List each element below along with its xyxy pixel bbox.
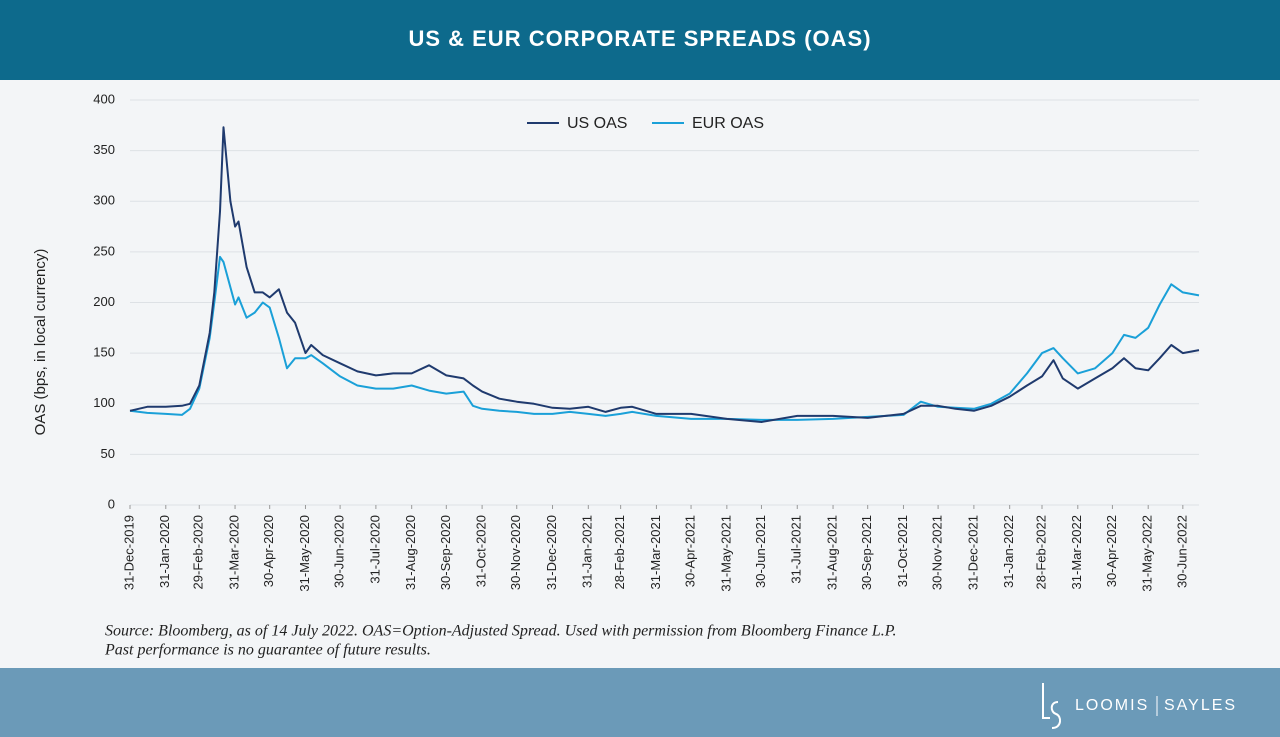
x-tick-label: 30-Apr-2021 [682, 515, 697, 587]
brand-name: LOOMIS [1075, 697, 1149, 714]
x-tick-label: 31-Aug-2020 [403, 515, 418, 590]
x-tick-label: 31-May-2020 [297, 515, 312, 592]
x-tick-label: 31-Mar-2022 [1069, 515, 1084, 589]
footnote: Past performance is no guarantee of futu… [104, 642, 431, 659]
x-tick-label: 30-Jun-2020 [332, 515, 347, 588]
y-tick-label: 0 [108, 496, 115, 511]
legend-label: US OAS [567, 115, 627, 132]
y-tick-label: 50 [101, 446, 115, 461]
x-tick-label: 28-Feb-2021 [612, 515, 627, 589]
x-tick-label: 30-Nov-2020 [508, 515, 523, 590]
x-tick-label: 30-Sep-2020 [438, 515, 453, 590]
y-tick-label: 150 [93, 345, 115, 360]
x-tick-label: 31-Jan-2020 [157, 515, 172, 588]
chart-title: US & EUR CORPORATE SPREADS (OAS) [408, 26, 871, 51]
y-tick-label: 100 [93, 395, 115, 410]
header-band [0, 0, 1280, 80]
y-axis-label: OAS (bps, in local currency) [32, 249, 49, 436]
legend-label: EUR OAS [692, 115, 764, 132]
x-tick-label: 30-Nov-2021 [930, 515, 945, 590]
logo-mark [1042, 683, 1062, 729]
y-tick-label: 200 [93, 294, 115, 309]
y-tick-label: 250 [93, 243, 115, 258]
line-series [129, 255, 1200, 421]
x-tick-label: 31-Dec-2020 [544, 515, 559, 590]
x-tick-label: 30-Apr-2020 [261, 515, 276, 587]
x-tick-label: 31-Jul-2021 [789, 515, 804, 584]
x-tick-label: 31-Mar-2021 [648, 515, 663, 589]
y-tick-label: 300 [93, 193, 115, 208]
x-tick-label: 28-Feb-2022 [1033, 515, 1048, 589]
x-tick-label: 31-Dec-2019 [121, 515, 136, 590]
x-tick-label: 31-Oct-2020 [474, 515, 489, 587]
footer-band [0, 668, 1280, 737]
x-tick-label: 31-Oct-2021 [895, 515, 910, 587]
x-tick-label: 31-May-2021 [718, 515, 733, 592]
brand-name: SAYLES [1164, 697, 1237, 714]
x-tick-label: 31-Mar-2020 [226, 515, 241, 589]
x-tick-label: 30-Jun-2021 [753, 515, 768, 588]
x-tick-label: 29-Feb-2020 [191, 515, 206, 589]
x-tick-label: 31-May-2022 [1140, 515, 1155, 592]
y-tick-label: 350 [93, 142, 115, 157]
footnote: Source: Bloomberg, as of 14 July 2022. O… [105, 623, 896, 640]
y-tick-label: 400 [93, 91, 115, 106]
x-tick-label: 31-Jul-2020 [367, 515, 382, 584]
x-tick-label: 30-Jun-2022 [1174, 515, 1189, 588]
x-tick-label: 31-Aug-2021 [824, 515, 839, 590]
x-tick-label: 31-Jan-2022 [1001, 515, 1016, 588]
line-series [129, 126, 1200, 423]
x-tick-label: 30-Apr-2022 [1104, 515, 1119, 587]
x-tick-label: 31-Jan-2021 [580, 515, 595, 588]
x-tick-label: 30-Sep-2021 [859, 515, 874, 590]
x-tick-label: 31-Dec-2021 [965, 515, 980, 590]
